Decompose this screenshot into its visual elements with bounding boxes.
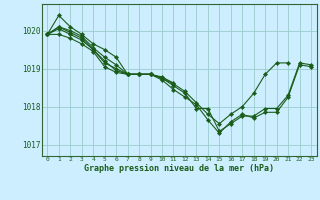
X-axis label: Graphe pression niveau de la mer (hPa): Graphe pression niveau de la mer (hPa) [84,164,274,173]
